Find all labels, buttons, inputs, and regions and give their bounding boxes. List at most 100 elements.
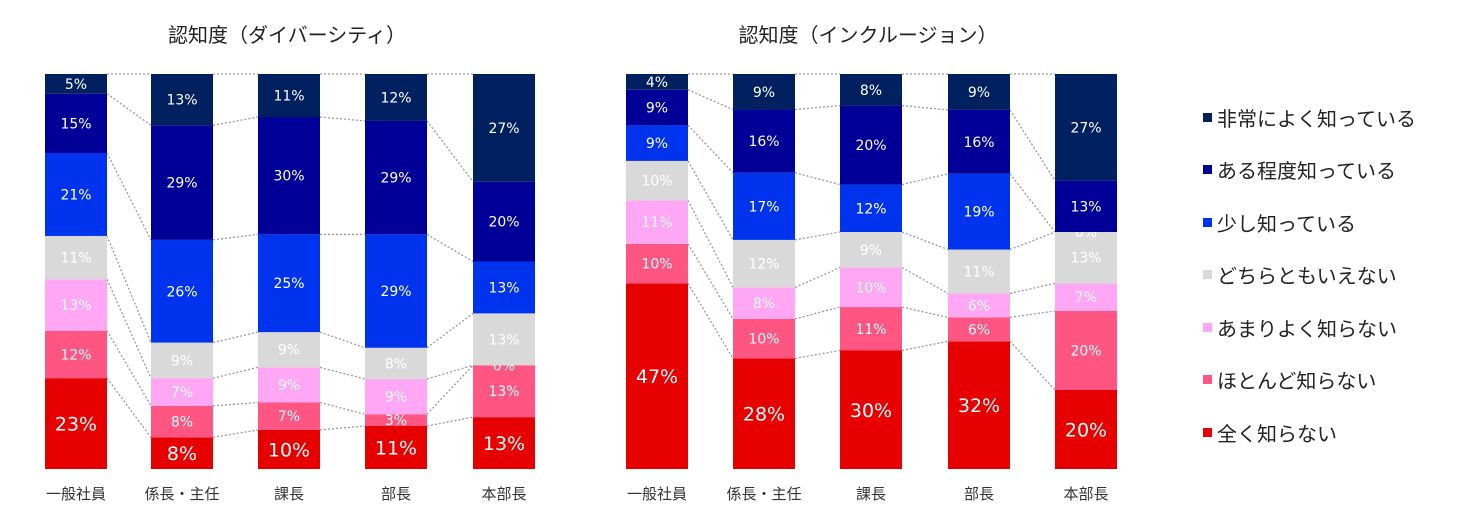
legend-swatch	[1203, 217, 1212, 227]
series-line	[319, 401, 366, 415]
bar-stack: 32% 6% 6% 11% 19% 16% 9%	[948, 74, 1010, 469]
bar-segment	[365, 74, 427, 121]
data-label: 5%	[65, 77, 87, 93]
series-line	[319, 116, 366, 122]
series-line	[687, 89, 734, 111]
series-line	[901, 104, 949, 111]
bar-segment	[45, 74, 107, 94]
legend-item: ある程度知っている	[1203, 155, 1396, 185]
series-line	[212, 401, 259, 407]
category-label: 部長	[381, 485, 411, 503]
bar-segment	[45, 93, 107, 153]
bar-segment	[258, 429, 320, 469]
data-label: 8%	[860, 83, 882, 99]
bar-segment	[365, 425, 427, 469]
series-line	[106, 93, 152, 126]
bar-segment	[151, 239, 213, 343]
bar-segment	[948, 293, 1010, 318]
data-label: 12%	[380, 90, 411, 106]
series-line	[901, 266, 949, 295]
series-line	[106, 152, 152, 241]
bar-segment	[733, 74, 795, 110]
bar-segment	[948, 173, 1010, 250]
bar-segment	[258, 117, 320, 235]
data-label: 20%	[1070, 344, 1101, 360]
bar-stack: 10% 7% 9% 9% 25% 30% 11%	[258, 74, 320, 469]
data-label: 10%	[268, 439, 310, 461]
bar-segment	[626, 283, 688, 469]
category-label: 課長	[856, 485, 886, 503]
bar-segment	[45, 378, 107, 469]
bar-segment	[840, 350, 902, 469]
bar-segment	[733, 239, 795, 288]
series-line	[212, 116, 259, 126]
data-label: 10%	[641, 174, 672, 190]
series-line	[426, 233, 474, 263]
data-label: 13%	[488, 384, 519, 400]
bar-segment	[733, 172, 795, 240]
bar-segment	[151, 405, 213, 438]
legend-label: どちらともいえない	[1217, 264, 1397, 288]
category-label: 係長・主任	[144, 485, 219, 503]
data-label: 11%	[375, 437, 417, 459]
data-label: 16%	[748, 134, 779, 150]
bar-segment	[840, 307, 902, 351]
bar-stack: 13%13%0%13%13%20%27%	[473, 74, 535, 469]
bar-stack: 20%20%7%13%0%13%27%	[1055, 74, 1117, 469]
legend-item: 少し知っている	[1203, 207, 1356, 237]
series-line	[794, 104, 841, 111]
bar-segment	[840, 184, 902, 232]
series-line	[426, 120, 474, 183]
series-line	[319, 425, 366, 431]
bar-segment	[473, 365, 535, 418]
category-label: 一般社員	[627, 485, 687, 503]
bar-stack: 11% 3% 9% 8% 29% 29% 12%	[365, 74, 427, 469]
data-label: 11%	[855, 322, 886, 338]
data-label: 9%	[753, 85, 775, 101]
data-label: 12%	[60, 347, 91, 363]
bar-segment	[840, 232, 902, 268]
series-line	[794, 349, 841, 360]
data-label: 23%	[55, 414, 97, 436]
series-line	[426, 312, 474, 349]
data-label: 27%	[1070, 120, 1101, 136]
legend-item: 非常によく知っている	[1203, 102, 1416, 132]
series-line	[106, 235, 152, 343]
data-label: 13%	[1070, 251, 1101, 267]
series-line	[687, 200, 734, 288]
data-label: 9%	[968, 85, 990, 101]
legend-label: 非常によく知っている	[1217, 106, 1416, 131]
bar-segment	[733, 318, 795, 359]
series-line	[426, 364, 474, 380]
series-lines	[106, 73, 474, 439]
data-label: 7%	[171, 385, 193, 401]
bar-segment	[365, 414, 427, 426]
data-label: 7%	[278, 409, 300, 425]
data-label: 27%	[488, 121, 519, 137]
data-label: 6%	[968, 298, 990, 314]
bar-segment	[948, 74, 1010, 110]
series-line	[1009, 310, 1056, 319]
data-label: 47%	[636, 366, 678, 388]
series-line	[687, 243, 734, 320]
legend-swatch	[1203, 270, 1212, 279]
legend-label: ほとんど知らない	[1217, 369, 1377, 393]
series-line	[426, 416, 474, 427]
series-line	[1009, 109, 1056, 181]
series-line	[794, 231, 841, 241]
bar-segment	[151, 437, 213, 469]
data-label: 8%	[167, 443, 197, 465]
data-label: 9%	[646, 136, 668, 152]
bar-segment	[948, 341, 1010, 469]
bar-segment	[473, 181, 535, 262]
series-line	[1009, 340, 1056, 391]
series-line	[687, 283, 734, 359]
data-label: 20%	[488, 215, 519, 231]
data-label: 11%	[60, 251, 91, 267]
category-label: 課長	[274, 485, 304, 503]
bar-segment	[151, 74, 213, 126]
bar-segment	[45, 153, 107, 236]
legend-label: ある程度知っている	[1217, 159, 1396, 183]
bar-segment	[45, 235, 107, 280]
